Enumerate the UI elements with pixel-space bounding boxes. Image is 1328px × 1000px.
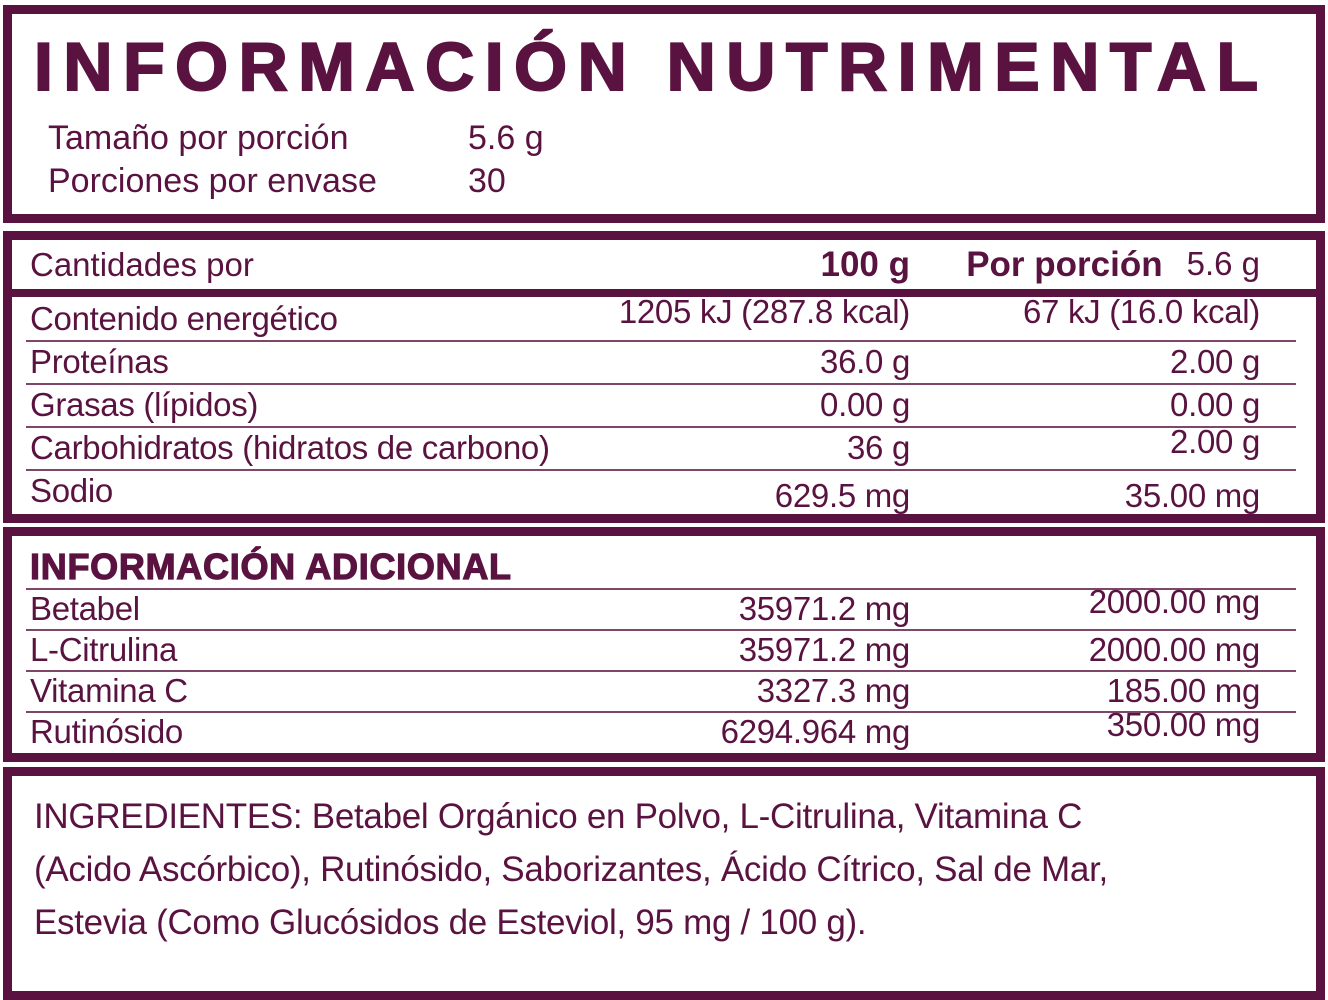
serving-size-label: Tamaño por porción: [48, 119, 349, 158]
row-value-100g: 629.5 mg: [774, 476, 911, 514]
row-value-100g: 0.00 g: [820, 385, 910, 423]
column-header-100g: 100 g: [820, 244, 911, 284]
row-label: Contenido energético: [30, 299, 338, 337]
row-value-100g: 6294.964 mg: [720, 712, 911, 750]
row-value-portion: 350.00 mg: [1106, 705, 1261, 743]
row-value-portion: 35.00 mg: [1124, 476, 1261, 514]
amounts-per-label: Cantidades por: [30, 245, 254, 283]
row-label: Betabel: [30, 589, 140, 627]
table-row: Proteínas 36.0 g 2.00 g: [12, 340, 1316, 383]
table-row: Rutinósido 6294.964 mg 350.00 mg: [12, 705, 1316, 752]
row-label: Grasas (lípidos): [30, 385, 259, 423]
table-row: Vitamina C 3327.3 mg 185.00 mg: [12, 670, 1316, 711]
servings-per-container-label: Porciones por envase: [48, 162, 377, 201]
column-header-portion: Por porción 5.6 g: [910, 245, 1260, 285]
row-value-portion: 2.00 g: [1170, 342, 1260, 380]
table-row: L-Citrulina 35971.2 mg 2000.00 mg: [12, 629, 1316, 670]
page-title: INFORMACIÓN NUTRIMENTAL: [33, 29, 1269, 105]
row-value-100g: 35971.2 mg: [738, 589, 911, 627]
row-label: Rutinósido: [30, 712, 183, 750]
table-row: Grasas (lípidos) 0.00 g 0.00 g: [12, 383, 1316, 426]
row-label: Vitamina C: [30, 671, 188, 709]
ingredients-section: INGREDIENTES: Betabel Orgánico en Polvo,…: [3, 767, 1325, 1000]
row-value-portion: 2.00 g: [1170, 422, 1260, 460]
row-value-100g: 35971.2 mg: [738, 630, 911, 668]
row-label: L-Citrulina: [30, 630, 178, 668]
table-row: Contenido energético 1205 kJ (287.8 kcal…: [12, 292, 1316, 340]
row-value-portion: 0.00 g: [1170, 385, 1260, 423]
servings-per-container-value: 30: [468, 162, 506, 201]
row-value-portion: 67 kJ (16.0 kcal): [1022, 292, 1260, 330]
row-label: Carbohidratos (hidratos de carbono): [30, 428, 550, 466]
row-value-portion: 185.00 mg: [1106, 671, 1261, 709]
row-label: Sodio: [30, 471, 113, 509]
row-label: Proteínas: [30, 342, 169, 380]
row-value-100g: 36.0 g: [820, 342, 910, 380]
row-value-100g: 36 g: [846, 428, 910, 466]
table-row: Betabel 35971.2 mg 2000.00 mg: [12, 582, 1316, 629]
row-value-100g: 3327.3 mg: [756, 671, 911, 709]
table-row: Carbohidratos (hidratos de carbono) 36 g…: [12, 422, 1316, 469]
portion-header-label: Por porción: [966, 244, 1163, 284]
row-value-portion: 2000.00 mg: [1088, 630, 1261, 668]
row-value-portion: 2000.00 mg: [1088, 582, 1261, 620]
ingredients-text: INGREDIENTES: Betabel Orgánico en Polvo,…: [34, 797, 1108, 943]
servings-per-container-row: Porciones por envase 30: [34, 160, 1298, 203]
serving-size-value: 5.6 g: [468, 119, 544, 158]
portion-header-size: 5.6 g: [1186, 244, 1260, 282]
row-value-100g: 1205 kJ (287.8 kcal): [618, 292, 910, 330]
additional-info-heading: INFORMACIÓN ADICIONAL: [29, 545, 512, 587]
additional-info-section: INFORMACIÓN ADICIONAL Betabel 35971.2 mg…: [3, 527, 1325, 762]
table-header-row: Cantidades por 100 g Por porción 5.6 g: [12, 240, 1316, 297]
nutrition-table-section: Cantidades por 100 g Por porción 5.6 g C…: [3, 231, 1325, 523]
serving-size-row: Tamaño por porción 5.6 g: [34, 117, 1298, 160]
table-row: Sodio 629.5 mg 35.00 mg: [12, 469, 1316, 514]
serving-info: Tamaño por porción 5.6 g Porciones por e…: [34, 117, 1298, 203]
header-section: INFORMACIÓN NUTRIMENTAL Tamaño por porci…: [3, 5, 1325, 223]
